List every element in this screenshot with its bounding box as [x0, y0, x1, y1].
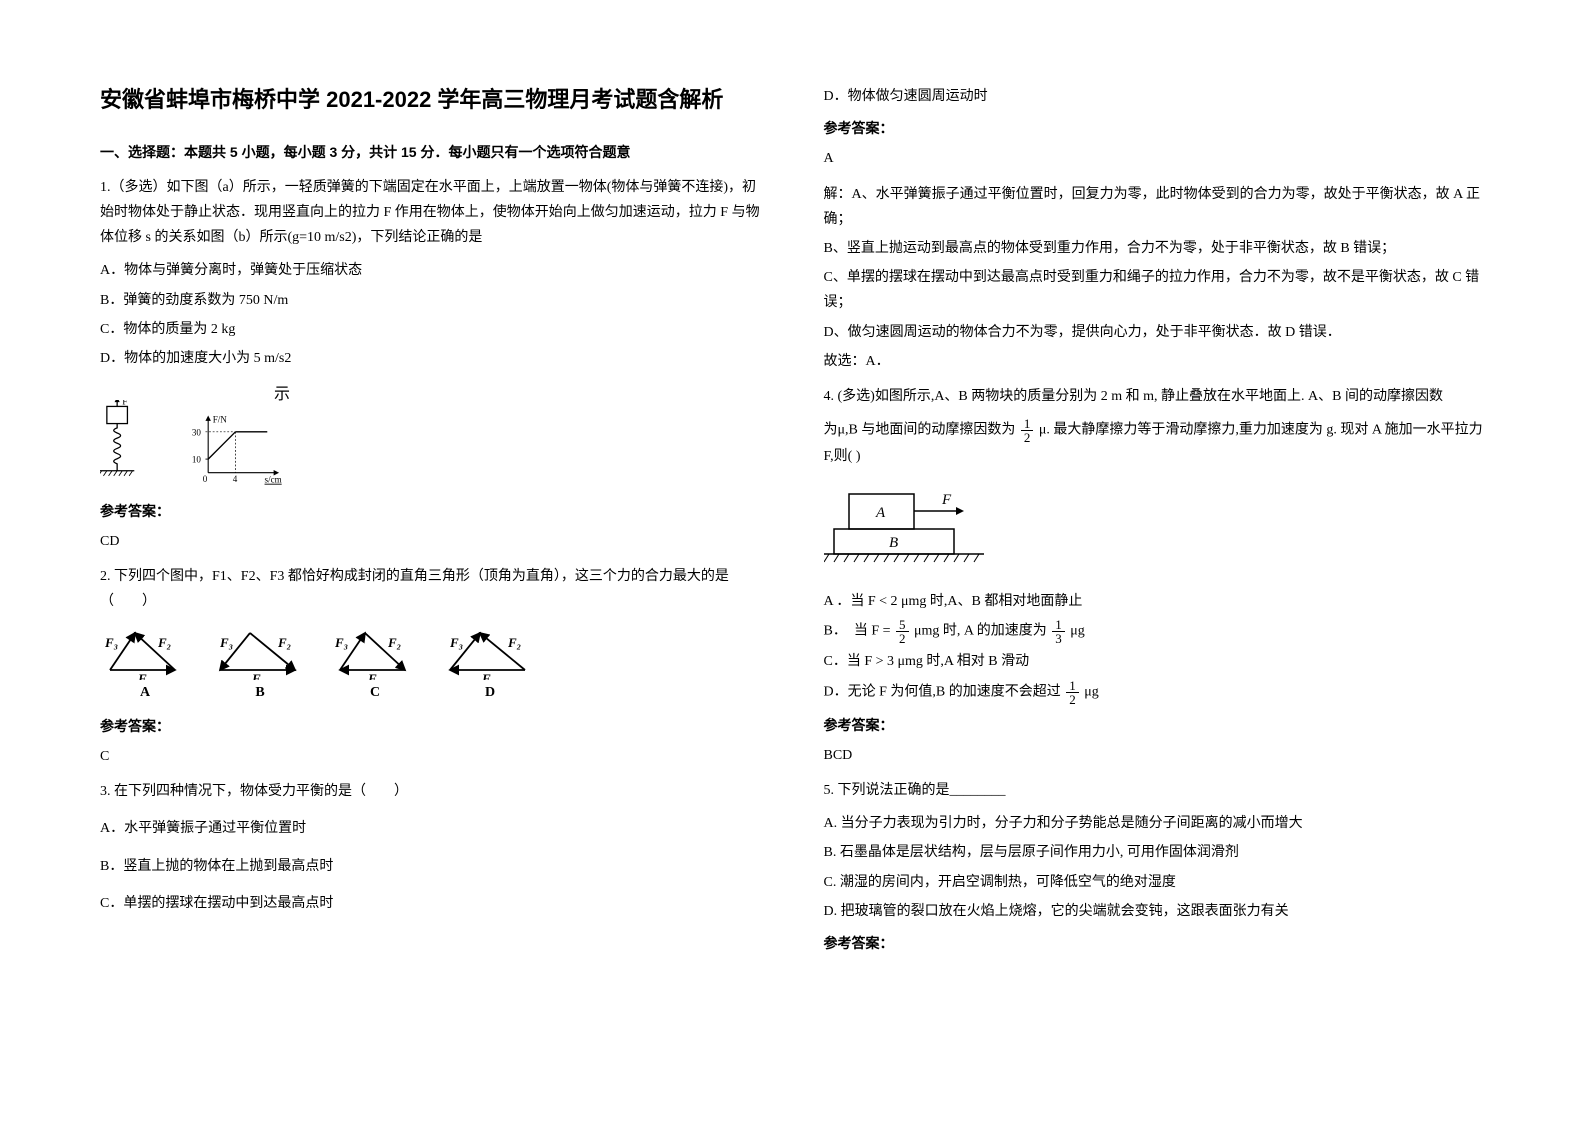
q3-option-d: D．物体做匀速圆周运动时 — [824, 84, 1488, 109]
svg-text:F₃: F₃ — [449, 635, 463, 650]
q2-answer: C — [100, 744, 764, 769]
q1-option-c: C．物体的质量为 2 kg — [100, 317, 764, 342]
q4-answer-label: 参考答案： — [824, 714, 1488, 739]
svg-text:F₂: F₂ — [507, 635, 521, 650]
q4-stem2-text: 为μ,B 与地面间的动摩擦因数为 — [824, 423, 1016, 438]
svg-text:F₃: F₃ — [219, 635, 233, 650]
question-3-stem: 3. 在下列四种情况下，物体受力平衡的是（ ） — [100, 779, 764, 804]
q5-option-c: C. 潮湿的房间内，开启空调制热，可降低空气的绝对湿度 — [824, 870, 1488, 895]
svg-text:A: A — [875, 505, 886, 521]
section-title: 一、选择题：本题共 5 小题，每小题 3 分，共计 15 分．每小题只有一个选项… — [100, 140, 764, 165]
q3-option-b: B．竖直上抛的物体在上抛到最高点时 — [100, 854, 764, 879]
svg-text:B: B — [889, 535, 898, 551]
triangle-c-label: C — [330, 680, 420, 705]
svg-text:s/cm: s/cm — [265, 475, 282, 485]
left-column: 安徽省蚌埠市梅桥中学 2021-2022 学年高三物理月考试题含解析 一、选择题… — [100, 80, 764, 961]
q4-option-a: A ．当 F < 2 μmg 时,A、B 都相对地面静止 — [824, 589, 1488, 614]
q4-option-d: D．无论 F 为何值,B 的加速度不会超过 12 μg — [824, 679, 1488, 706]
svg-text:F₁: F₁ — [137, 671, 151, 680]
svg-text:F₃: F₃ — [334, 635, 348, 650]
fraction-icon: 12 — [1021, 417, 1034, 444]
question-5-stem: 5. 下列说法正确的是________ — [824, 778, 1488, 803]
q2-answer-label: 参考答案： — [100, 715, 764, 740]
q3-answer: A — [824, 146, 1488, 171]
svg-text:F₂: F₂ — [387, 635, 401, 650]
q3-explain-1: 解：A、水平弹簧振子通过平衡位置时，回复力为零，此时物体受到的合力为零，故处于平… — [824, 182, 1488, 232]
q1-graph-wrap: 示 F/N s/cm 30 10 0 4 — [190, 381, 290, 490]
fraction-icon: 13 — [1052, 618, 1065, 645]
q3-option-a: A．水平弹簧振子通过平衡位置时 — [100, 816, 764, 841]
question-1-stem: 1.（多选）如下图（a）所示，一轻质弹簧的下端固定在水平面上，上端放置一物体(物… — [100, 175, 764, 251]
svg-text:F₂: F₂ — [157, 635, 171, 650]
svg-text:F₁: F₁ — [481, 671, 495, 680]
triangle-a-label: A — [100, 680, 190, 705]
document-title: 安徽省蚌埠市梅桥中学 2021-2022 学年高三物理月考试题含解析 — [100, 80, 764, 120]
triangle-d-label: D — [440, 680, 540, 705]
right-column: D．物体做匀速圆周运动时 参考答案： A 解：A、水平弹簧振子通过平衡位置时，回… — [824, 80, 1488, 961]
question-2-stem: 2. 下列四个图中，F1、F2、F3 都恰好构成封闭的直角三角形（顶角为直角），… — [100, 564, 764, 614]
document-page: 安徽省蚌埠市梅桥中学 2021-2022 学年高三物理月考试题含解析 一、选择题… — [100, 80, 1487, 961]
svg-text:F: F — [122, 400, 127, 408]
q4-option-b: B． 当 F = 52 μmg 时, A 的加速度为 13 μg — [824, 618, 1488, 645]
svg-text:10: 10 — [192, 455, 202, 465]
svg-text:0: 0 — [203, 474, 208, 484]
q3-answer-label: 参考答案： — [824, 117, 1488, 142]
triangle-b-label: B — [210, 680, 310, 705]
q4-optb-mid: μmg 时, A 的加速度为 — [914, 624, 1047, 639]
q5-option-b: B. 石墨晶体是层状结构，层与层原子间作用力小, 可用作固体润滑剂 — [824, 840, 1488, 865]
svg-text:F: F — [941, 492, 952, 508]
graph-icon: F/N s/cm 30 10 0 4 — [190, 410, 290, 490]
svg-text:F₃: F₃ — [104, 635, 118, 650]
q4-optb-end: μg — [1070, 624, 1085, 639]
q1-answer-label: 参考答案： — [100, 500, 764, 525]
fraction-icon: 52 — [896, 618, 909, 645]
q4-optd-end: μg — [1084, 684, 1099, 699]
q3-option-c: C．单摆的摆球在摆动中到达最高点时 — [100, 891, 764, 916]
q4-block-diagram: A F B — [824, 484, 1488, 574]
svg-text:30: 30 — [192, 427, 202, 437]
q4-optb-pre: B． 当 F = — [824, 624, 895, 639]
svg-text:F/N: F/N — [213, 415, 228, 425]
q1-option-d: D．物体的加速度大小为 5 m/s2 — [100, 346, 764, 371]
q1-figure: F 示 F/N s/cm — [100, 381, 764, 490]
triangle-d: F₃ F₂ F₁ D — [440, 625, 540, 705]
q1-answer: CD — [100, 529, 764, 554]
question-4-stem2: 为μ,B 与地面间的动摩擦因数为 12 μ. 最大静摩擦力等于滑动摩擦力,重力加… — [824, 417, 1488, 469]
q3-explain-5: 故选：A． — [824, 349, 1488, 374]
svg-text:4: 4 — [233, 474, 238, 484]
q5-option-a: A. 当分子力表现为引力时，分子力和分子势能总是随分子间距离的减小而增大 — [824, 811, 1488, 836]
q5-option-d: D. 把玻璃管的裂口放在火焰上烧熔，它的尖端就会变钝，这跟表面张力有关 — [824, 899, 1488, 924]
fraction-icon: 12 — [1066, 679, 1079, 706]
q2-triangles: F₃ F₂ F₁ A F₃ F₂ F₁ B — [100, 625, 764, 705]
svg-text:F₁: F₁ — [367, 671, 381, 680]
question-4-stem1: 4. (多选)如图所示,A、B 两物块的质量分别为 2 m 和 m, 静止叠放在… — [824, 384, 1488, 409]
q4-answer: BCD — [824, 743, 1488, 768]
triangle-c: F₃ F₂ F₁ C — [330, 625, 420, 705]
svg-text:F₂: F₂ — [277, 635, 291, 650]
q1-option-a: A．物体与弹簧分离时，弹簧处于压缩状态 — [100, 258, 764, 283]
q3-explain-2: B、竖直上抛运动到最高点的物体受到重力作用，合力不为零，处于非平衡状态，故 B … — [824, 236, 1488, 261]
triangle-b: F₃ F₂ F₁ B — [210, 625, 310, 705]
q3-explain-3: C、单摆的摆球在摆动中到达最高点时受到重力和绳子的拉力作用，合力不为零，故不是平… — [824, 265, 1488, 315]
spring-diagram-icon: F — [100, 400, 160, 490]
q4-option-c: C．当 F > 3 μmg 时,A 相对 B 滑动 — [824, 649, 1488, 674]
q3-explain-4: D、做匀速圆周运动的物体合力不为零，提供向心力，处于非平衡状态．故 D 错误． — [824, 320, 1488, 345]
q5-answer-label: 参考答案： — [824, 932, 1488, 957]
q1-option-b: B．弹簧的劲度系数为 750 N/m — [100, 288, 764, 313]
svg-text:F₁: F₁ — [251, 671, 265, 680]
q4-optd-pre: D．无论 F 为何值,B 的加速度不会超过 — [824, 684, 1061, 699]
triangle-a: F₃ F₂ F₁ A — [100, 625, 190, 705]
show-label: 示 — [190, 381, 290, 410]
